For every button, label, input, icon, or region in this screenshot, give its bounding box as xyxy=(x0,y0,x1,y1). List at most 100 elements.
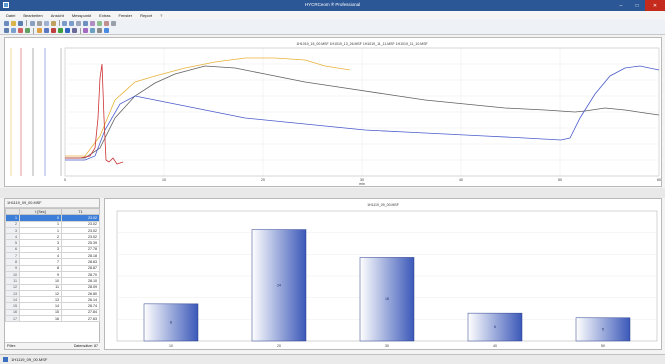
cell-t1[interactable]: 28.87 xyxy=(61,264,100,272)
status-bar: 1H1119_09_00.MSF xyxy=(0,354,665,364)
color-icon[interactable] xyxy=(36,28,42,33)
cell-t1[interactable]: 27.84 xyxy=(61,308,100,317)
x-tick-label: 10 xyxy=(162,178,166,182)
x-tick-label: 50 xyxy=(558,178,562,182)
new-icon[interactable] xyxy=(4,20,9,26)
menu-item-messpunkt[interactable]: Messpunkt xyxy=(71,12,92,18)
table-row[interactable]: 1 0 23.02 xyxy=(5,214,100,222)
series-blue-line xyxy=(65,65,660,161)
overlay-icon[interactable] xyxy=(25,28,30,33)
filter-label[interactable]: Filter: xyxy=(7,344,16,348)
x-tick-label: 60 xyxy=(657,178,661,182)
x-axis-label: min xyxy=(359,182,365,186)
table-row[interactable]: 12 11 28.09 xyxy=(5,283,100,291)
paste-icon[interactable] xyxy=(50,20,56,26)
cell-t1[interactable]: 28.10 xyxy=(61,277,100,285)
status-text: 1H1119_09_00.MSF xyxy=(11,357,48,362)
table-row[interactable]: 9 8 28.87 xyxy=(5,264,100,272)
grid-icon[interactable] xyxy=(76,20,81,26)
table-row[interactable]: 16 15 27.84 xyxy=(5,308,100,317)
bar-x-tick-label: 30 xyxy=(385,344,389,348)
row-number[interactable]: 17 xyxy=(5,315,20,323)
table-row[interactable]: 15 14 26.74 xyxy=(5,302,100,310)
zoom-in-icon[interactable] xyxy=(62,20,67,26)
cut-icon[interactable] xyxy=(36,20,42,26)
bar[interactable] xyxy=(467,312,523,342)
bar-chart-panel: 1H1119_09_00.MSF 8 24 18 6 5 10 20 30 40 50 xyxy=(104,198,662,350)
cell-t1[interactable]: 27.63 xyxy=(61,315,100,323)
chart-icon[interactable] xyxy=(83,20,88,26)
menu-item-bearbeiten[interactable]: Bearbeiten xyxy=(23,12,43,18)
bar[interactable] xyxy=(143,303,199,342)
toolbar-separator xyxy=(79,27,80,34)
cell-t1[interactable]: 28.18 xyxy=(61,252,100,260)
menu-item-help[interactable]: ? xyxy=(160,12,163,18)
cell-t1[interactable]: 28.09 xyxy=(61,283,100,291)
table-icon[interactable] xyxy=(90,20,95,26)
table-row[interactable]: 11 10 28.10 xyxy=(5,277,100,285)
cell-t1[interactable]: 26.14 xyxy=(61,296,100,304)
menu-item-ansicht[interactable]: Ansicht xyxy=(50,12,64,18)
menu-item-report[interactable]: Report xyxy=(140,12,153,18)
x-tick-label: 0 xyxy=(64,178,66,182)
bar[interactable] xyxy=(575,317,631,342)
table-footer: Filter: Datensätze: 87 xyxy=(5,342,100,349)
properties-icon[interactable] xyxy=(97,28,102,33)
table-row[interactable]: 14 13 26.14 xyxy=(5,296,100,304)
measure-icon[interactable] xyxy=(11,28,16,33)
settings-icon[interactable] xyxy=(104,20,109,26)
refresh-icon[interactable] xyxy=(90,28,95,33)
cell-t1[interactable]: 28.70 xyxy=(61,270,100,279)
bar-x-tick-label: 20 xyxy=(277,344,281,348)
maximize-button[interactable]: □ xyxy=(635,2,639,9)
print-icon[interactable] xyxy=(29,20,35,26)
table-row[interactable]: 7 4 28.18 xyxy=(5,252,100,260)
table-row[interactable]: 6 3 27.78 xyxy=(5,245,100,254)
app-icon xyxy=(3,2,9,8)
bar-chart: 1H1119_09_00.MSF 8 24 18 6 5 10 20 30 40 50 xyxy=(116,203,658,348)
close-button[interactable]: ✕ xyxy=(645,0,665,11)
info-icon[interactable] xyxy=(104,28,109,33)
splitter[interactable] xyxy=(0,188,665,198)
export-icon[interactable] xyxy=(97,20,102,26)
help-icon[interactable] xyxy=(111,20,116,26)
report-icon[interactable] xyxy=(83,28,88,33)
cell-t1[interactable]: 26.80 xyxy=(61,289,100,298)
menu-bar: Datei Bearbeiten Ansicht Messpunkt Extra… xyxy=(0,11,665,19)
data-table-pane: 1H1119_09_00.MSF t [Sec] T1 1 0 23.02 2 1 23.… xyxy=(4,198,100,350)
copy-icon[interactable] xyxy=(43,20,49,26)
toolbar-separator xyxy=(58,20,59,26)
toolbar-separator xyxy=(33,27,34,34)
menu-item-fenster[interactable]: Fenster xyxy=(118,12,133,18)
filter-icon[interactable] xyxy=(71,28,77,33)
table-row[interactable]: 10 9 28.70 xyxy=(5,270,100,279)
table-row[interactable]: 13 12 26.80 xyxy=(5,289,100,298)
table-row[interactable]: 8 7 28.63 xyxy=(5,258,100,266)
cell-t1[interactable]: 28.63 xyxy=(61,258,100,266)
bar-chart-title: 1H1119_09_00.MSF xyxy=(367,203,399,207)
alarm-icon[interactable] xyxy=(50,28,56,33)
axis-icon[interactable] xyxy=(43,28,49,33)
menu-item-extras[interactable]: Extras xyxy=(99,12,111,18)
grid-lines xyxy=(64,48,660,176)
legend-icon[interactable] xyxy=(64,28,70,33)
open-icon[interactable] xyxy=(11,20,16,26)
bar[interactable] xyxy=(359,257,415,342)
cell-time[interactable]: 16 xyxy=(19,315,62,323)
bar[interactable] xyxy=(251,229,307,342)
bar-x-tick-label: 50 xyxy=(601,344,605,348)
marker-icon[interactable] xyxy=(18,28,23,33)
table-row[interactable]: 17 16 27.63 xyxy=(5,315,100,323)
menu-item-datei[interactable]: Datei xyxy=(6,12,16,18)
series-red-line xyxy=(65,63,124,165)
x-axis: 0 10 20 30 40 50 60 xyxy=(64,178,661,182)
cursor-icon[interactable] xyxy=(4,28,9,33)
cell-t1[interactable]: 26.74 xyxy=(61,302,100,310)
statistics-icon[interactable] xyxy=(57,28,63,33)
minimize-button[interactable]: – xyxy=(619,2,623,9)
zoom-out-icon[interactable] xyxy=(69,20,74,26)
bar-value-label: 24 xyxy=(277,283,281,287)
toolbar-separator xyxy=(26,20,27,26)
save-icon[interactable] xyxy=(18,20,23,26)
